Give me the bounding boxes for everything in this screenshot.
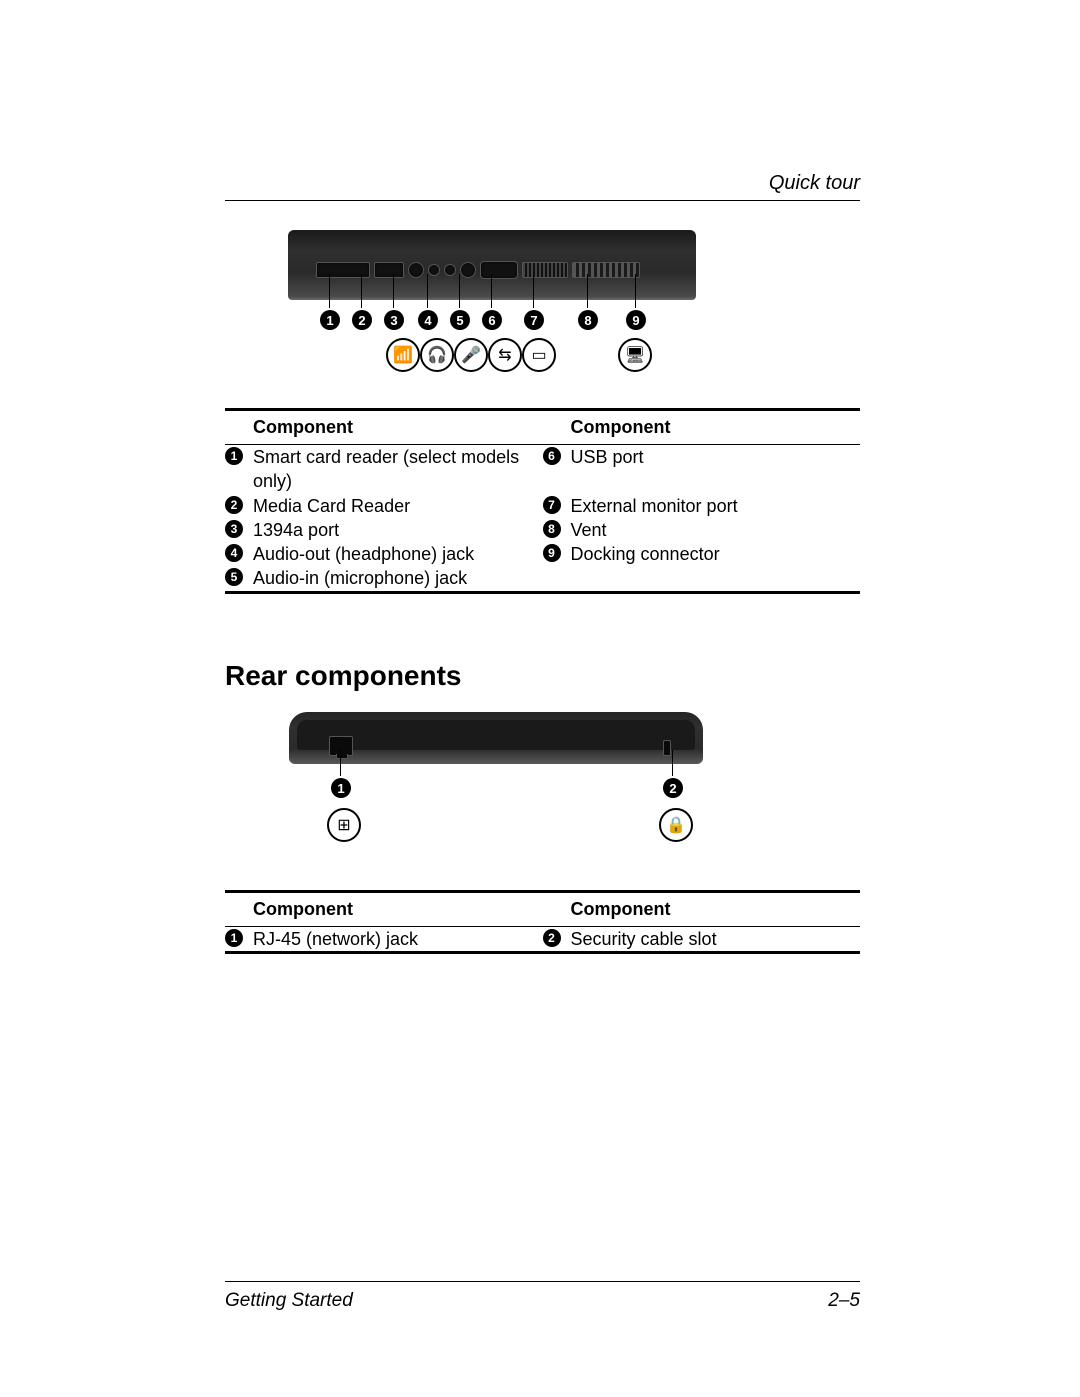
rear-components-table: Component Component 1 RJ-45 (network) jac… [225,890,860,954]
callout-lead [329,274,330,308]
table1-header-right: Component [571,417,861,438]
table-row: 5 Audio-in (microphone) jack [225,566,860,590]
header-rule [225,200,860,201]
callout-dot: 8 [578,310,598,330]
page-footer: Getting Started 2–5 [225,1282,860,1312]
table2-header-left: Component [253,899,543,920]
callout-dot: 9 [626,310,646,330]
table2-header-right: Component [571,899,861,920]
table-row: 4 Audio-out (headphone) jack9 Docking conn… [225,542,860,566]
footer-left: Getting Started [225,1290,353,1312]
callout-dot: 6 [482,310,502,330]
callout-dot: 5 [450,310,470,330]
manual-page: Quick tour 123456789📶🎧🎤⇆▭🖥 Component [0,0,1080,1397]
callout-lead [427,274,428,308]
side-view-figure: 123456 7 8 9 📶🎧🎤⇆▭ 🖥 [288,230,696,378]
dock-icon: 🖥 [618,338,652,372]
lock-icon: 🔒 [659,808,693,842]
audio-in-shape [444,264,456,276]
callout-dot: 3 [384,310,404,330]
audio-out-shape [428,264,440,276]
callout-lead [393,274,394,308]
port-row [316,258,682,282]
callout-number: 5 [225,568,243,586]
callout-number: 9 [543,544,561,562]
callout-lead [491,274,492,308]
usb-icon: ⇆ [488,338,522,372]
table-row: 1 RJ-45 (network) jack2 Security cable slo… [225,927,860,951]
rear-components-heading: Rear components [225,660,462,692]
table-row: 3 1394a port8 Vent [225,518,860,542]
component-name: Media Card Reader [253,494,543,518]
laptop-rear-illustration [289,712,703,764]
wireless-icon: 📶 [386,338,420,372]
lockslot-shape [663,740,671,756]
component-name: Security cable slot [571,927,861,951]
callout-lead [459,274,460,308]
usb-port-shape [460,262,476,278]
microphone-icon: 🎤 [454,338,488,372]
callout-dot: 2 [663,778,683,798]
callout-lead [587,274,588,308]
callout-number: 2 [543,929,561,947]
callout-number: 8 [543,520,561,538]
component-name: External monitor port [571,494,861,518]
table-row: 2 Media Card Reader7 External monitor port [225,494,860,518]
table-row: 1 Smart card reader (select models only)6… [225,445,860,494]
callout-lead [533,274,534,308]
vga-port-shape [480,261,518,279]
callout-number: 7 [543,496,561,514]
monitor-icon: ▭ [522,338,556,372]
callout-number: 6 [543,447,561,465]
callout-lead [672,750,673,776]
component-name: Audio-in (microphone) jack [253,566,543,590]
component-name: Smart card reader (select models only) [253,445,543,494]
callout-lead [361,274,362,308]
component-name: 1394a port [253,518,543,542]
callout-dot: 2 [352,310,372,330]
callout-dot: 1 [320,310,340,330]
callout-lead [635,274,636,308]
component-name: Docking connector [571,542,861,566]
component-name: USB port [571,445,861,494]
network-icon: ⊞ [327,808,361,842]
component-name: RJ-45 (network) jack [253,927,543,951]
firewire-port-shape [408,262,424,278]
headphone-icon: 🎧 [420,338,454,372]
running-header: Quick tour [225,172,860,195]
callout-number: 2 [225,496,243,514]
dock-shape [572,262,640,278]
mediacard-port-shape [374,262,404,278]
component-name: Audio-out (headphone) jack [253,542,543,566]
callout-lead [340,750,341,776]
callout-number: 1 [225,447,243,465]
side-components-table: Component Component 1 Smart card reader (… [225,408,860,594]
rear-view-figure: 1 2 ⊞ 🔒 [289,712,703,852]
callout-number: 3 [225,520,243,538]
table1-header-left: Component [253,417,543,438]
callout-dot: 4 [418,310,438,330]
component-name [571,566,861,590]
callout-number: 1 [225,929,243,947]
rj45-port-shape [329,736,353,756]
footer-right: 2–5 [828,1290,860,1312]
callout-number: 4 [225,544,243,562]
callout-dot: 7 [524,310,544,330]
component-name: Vent [571,518,861,542]
callout-dot: 1 [331,778,351,798]
vent-shape [522,262,568,278]
